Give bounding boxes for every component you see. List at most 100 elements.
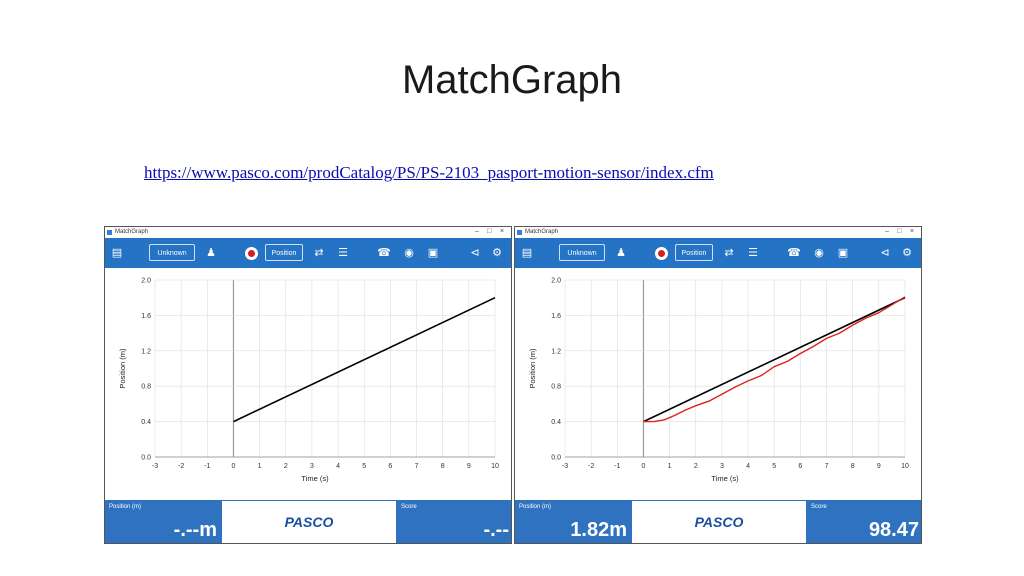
logo-panel: PASCO bbox=[221, 500, 397, 543]
score-label: Score bbox=[401, 504, 417, 510]
toolbar: ▤ Unknown ♟ Position ⇄ ☰ ☎ ◉ ▣ ⊲ ⚙ bbox=[105, 238, 511, 268]
camera-icon[interactable]: ◉ bbox=[814, 247, 824, 259]
y-tick-label: 1.2 bbox=[551, 348, 561, 355]
title-bar: MatchGraph – □ × bbox=[105, 227, 511, 238]
x-tick-label: 9 bbox=[877, 463, 881, 470]
x-tick-label: 0 bbox=[232, 463, 236, 470]
alarm-icon[interactable]: ☎ bbox=[377, 247, 391, 259]
share-icon[interactable]: ⊲ bbox=[470, 247, 480, 259]
x-tick-label: 1 bbox=[258, 463, 262, 470]
toolbar: ▤ Unknown ♟ Position ⇄ ☰ ☎ ◉ ▣ ⊲ ⚙ bbox=[515, 238, 921, 268]
position-button[interactable]: Position bbox=[265, 244, 303, 261]
x-axis-label: Time (s) bbox=[301, 474, 329, 483]
x-tick-label: -3 bbox=[152, 463, 158, 470]
sort-icon[interactable]: ☰ bbox=[338, 247, 348, 259]
share-icon[interactable]: ⊲ bbox=[880, 247, 890, 259]
y-tick-label: 1.2 bbox=[141, 348, 151, 355]
position-panel: Position (m) 1.82m bbox=[515, 500, 631, 543]
app-icon bbox=[517, 230, 522, 235]
export-icon[interactable]: ▣ bbox=[837, 247, 849, 259]
score-value: -.-- bbox=[483, 519, 509, 541]
y-tick-label: 0.0 bbox=[551, 455, 561, 462]
score-label: Score bbox=[811, 504, 827, 510]
record-icon[interactable] bbox=[245, 247, 258, 260]
readout-footer: Position (m) 1.82m PASCO Score 98.47 bbox=[515, 500, 921, 543]
y-tick-label: 1.6 bbox=[141, 313, 151, 320]
user-button[interactable]: Unknown bbox=[149, 244, 195, 261]
record-icon[interactable] bbox=[655, 247, 668, 260]
y-tick-label: 1.6 bbox=[551, 313, 561, 320]
close-button[interactable]: × bbox=[910, 228, 915, 235]
x-tick-label: 10 bbox=[901, 463, 909, 470]
add-user-icon[interactable]: ♟ bbox=[206, 247, 216, 259]
x-tick-label: 3 bbox=[720, 463, 724, 470]
y-tick-label: 0.4 bbox=[551, 419, 561, 426]
matchgraph-window-right: MatchGraph – □ × ▤ Unknown ♟ Position ⇄ … bbox=[514, 226, 922, 544]
y-tick-label: 2.0 bbox=[141, 278, 151, 285]
score-value: 98.47 bbox=[868, 519, 919, 541]
y-tick-label: 0.8 bbox=[141, 384, 151, 391]
maximize-button[interactable]: □ bbox=[487, 228, 492, 235]
pasco-logo: PASCO bbox=[694, 514, 744, 530]
x-tick-label: 7 bbox=[825, 463, 829, 470]
maximize-button[interactable]: □ bbox=[897, 228, 902, 235]
product-link[interactable]: https://www.pasco.com/prodCatalog/PS/PS-… bbox=[144, 163, 714, 182]
window-title: MatchGraph bbox=[525, 229, 559, 235]
x-tick-label: 10 bbox=[491, 463, 499, 470]
minimize-button[interactable]: – bbox=[885, 228, 889, 235]
position-time-graph: -3 -2 -1 0 1 2 3 4 5 6 7 8 9 10 0.0 0.4 0.8 1.2 1.6 2.0 Time… bbox=[118, 278, 499, 484]
logo-panel: PASCO bbox=[631, 500, 807, 543]
alarm-icon[interactable]: ☎ bbox=[787, 247, 801, 259]
x-tick-label: 9 bbox=[467, 463, 471, 470]
title-bar: MatchGraph – □ × bbox=[515, 227, 921, 238]
x-tick-label: -1 bbox=[204, 463, 210, 470]
y-tick-label: 2.0 bbox=[551, 278, 561, 285]
x-tick-label: -2 bbox=[178, 463, 184, 470]
app-icon bbox=[107, 230, 112, 235]
score-panel: Score -.-- bbox=[397, 500, 511, 543]
position-value: 1.82m bbox=[570, 519, 627, 541]
x-tick-label: 0 bbox=[642, 463, 646, 470]
x-tick-label: 6 bbox=[798, 463, 802, 470]
gear-icon[interactable]: ⚙ bbox=[492, 247, 502, 259]
position-label: Position (m) bbox=[109, 504, 142, 510]
position-value: -.--m bbox=[173, 519, 217, 541]
x-tick-label: 6 bbox=[388, 463, 392, 470]
x-tick-label: -3 bbox=[562, 463, 568, 470]
x-tick-label: 8 bbox=[851, 463, 855, 470]
x-tick-label: 4 bbox=[746, 463, 750, 470]
y-axis-label: Position (m) bbox=[528, 348, 537, 389]
x-tick-label: 4 bbox=[336, 463, 340, 470]
x-tick-label: -1 bbox=[614, 463, 620, 470]
readout-footer: Position (m) -.--m PASCO Score -.-- bbox=[105, 500, 511, 543]
target-line bbox=[233, 296, 496, 423]
document-icon[interactable]: ▤ bbox=[111, 247, 123, 259]
x-tick-label: 1 bbox=[668, 463, 672, 470]
x-tick-label: 8 bbox=[441, 463, 445, 470]
shuffle-icon[interactable]: ⇄ bbox=[314, 247, 324, 259]
x-tick-label: 5 bbox=[362, 463, 366, 470]
add-user-icon[interactable]: ♟ bbox=[616, 247, 626, 259]
matchgraph-window-left: MatchGraph – □ × ▤ Unknown ♟ Position ⇄ … bbox=[104, 226, 512, 544]
position-button[interactable]: Position bbox=[675, 244, 713, 261]
slide-title: MatchGraph bbox=[401, 58, 623, 102]
close-button[interactable]: × bbox=[500, 228, 505, 235]
gear-icon[interactable]: ⚙ bbox=[902, 247, 912, 259]
y-tick-label: 0.8 bbox=[551, 384, 561, 391]
position-label: Position (m) bbox=[519, 504, 552, 510]
camera-icon[interactable]: ◉ bbox=[404, 247, 414, 259]
user-button[interactable]: Unknown bbox=[559, 244, 605, 261]
x-tick-label: 2 bbox=[694, 463, 698, 470]
pasco-logo: PASCO bbox=[284, 514, 334, 530]
y-axis-label: Position (m) bbox=[118, 348, 127, 389]
window-title: MatchGraph bbox=[115, 229, 149, 235]
export-icon[interactable]: ▣ bbox=[427, 247, 439, 259]
shuffle-icon[interactable]: ⇄ bbox=[724, 247, 734, 259]
minimize-button[interactable]: – bbox=[475, 228, 479, 235]
document-icon[interactable]: ▤ bbox=[521, 247, 533, 259]
x-tick-label: -2 bbox=[588, 463, 594, 470]
x-tick-label: 3 bbox=[310, 463, 314, 470]
sort-icon[interactable]: ☰ bbox=[748, 247, 758, 259]
x-tick-label: 5 bbox=[772, 463, 776, 470]
position-time-graph: -3 -2 -1 0 1 2 3 4 5 6 7 8 9 10 0.0 0.4 0.8 1.2 1.6 2.0 Time… bbox=[528, 278, 909, 484]
